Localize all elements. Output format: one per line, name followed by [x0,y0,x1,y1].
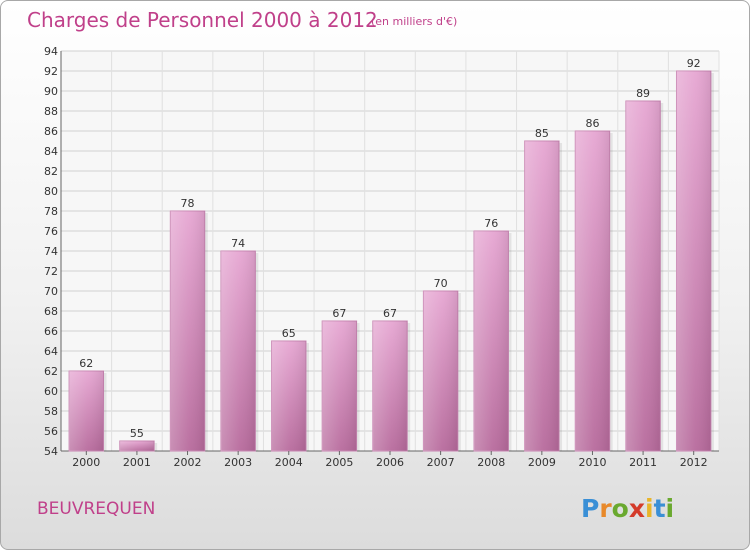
data-label: 74 [231,237,245,250]
plot-area: 54 56 58 60 62 64 66 68 70 72 74 76 78 80 82 84 86 88 90 92… [44,45,720,469]
data-label: 92 [687,57,701,70]
bar-shine [322,321,357,451]
data-label: 67 [383,307,397,320]
y-tick-label: 78 [44,205,58,218]
y-tick-label: 74 [44,245,58,258]
logo-letter: x [629,494,645,523]
data-label: 67 [332,307,346,320]
commune-name: BEUVREQUEN [37,499,155,519]
data-label: 86 [585,117,599,130]
y-tick-label: 84 [44,145,58,158]
x-tick-label: 2007 [427,456,455,469]
x-tick-label: 2012 [680,456,708,469]
data-label: 62 [79,357,93,370]
x-tick-label: 2006 [376,456,404,469]
y-tick-label: 70 [44,285,58,298]
bar-shine [625,101,661,451]
y-tick-label: 68 [44,305,58,318]
bar-shine [69,371,104,451]
x-tick-label: 2001 [123,456,151,469]
bar-shine [524,141,560,451]
logo-letter: i [666,494,675,523]
y-tick-label: 94 [44,45,58,58]
chart-title: Charges de Personnel 2000 à 2012 [27,8,378,32]
bar-shine [423,291,458,451]
bar-shine [575,131,610,451]
y-tick-label: 72 [44,265,58,278]
logo-letter: P [581,494,599,523]
y-tick-label: 66 [44,325,58,338]
x-tick-label: 2004 [275,456,303,469]
data-label: 89 [636,87,650,100]
logo-letter: o [612,494,629,523]
x-tick-label: 2008 [477,456,505,469]
data-label: 70 [434,277,448,290]
y-tick-label: 58 [44,405,58,418]
data-label: 55 [130,427,144,440]
y-tick-label: 92 [44,65,58,78]
data-label: 76 [484,217,498,230]
bar-shine [271,341,306,451]
bar-shine [676,71,711,451]
x-tick-label: 2005 [325,456,353,469]
logo-letter: i [645,494,654,523]
x-tick-label: 2000 [72,456,100,469]
y-tick-label: 64 [44,345,58,358]
x-tick-label: 2002 [174,456,202,469]
logo-letter: t [654,494,666,523]
logo-letter: r [599,494,612,523]
y-tick-label: 54 [44,445,58,458]
data-label: 85 [535,127,549,140]
bar-shine [372,321,408,451]
bar-shine [220,251,256,451]
bar-shine [119,441,155,451]
x-tick-label: 2003 [224,456,252,469]
y-tick-label: 88 [44,105,58,118]
y-tick-label: 86 [44,125,58,138]
chart-subtitle: (en milliers d'€) [371,15,457,28]
bar-shine [170,211,205,451]
x-tick-label: 2009 [528,456,556,469]
proxiti-logo: Proxiti [581,494,674,523]
y-tick-label: 62 [44,365,58,378]
y-tick-label: 90 [44,85,58,98]
y-tick-label: 60 [44,385,58,398]
x-tick-label: 2010 [578,456,606,469]
bar-shine [474,231,509,451]
data-label: 65 [282,327,296,340]
y-tick-label: 56 [44,425,58,438]
y-tick-label: 82 [44,165,58,178]
data-label: 78 [181,197,195,210]
y-tick-label: 76 [44,225,58,238]
y-tick-label: 80 [44,185,58,198]
x-tick-label: 2011 [629,456,657,469]
